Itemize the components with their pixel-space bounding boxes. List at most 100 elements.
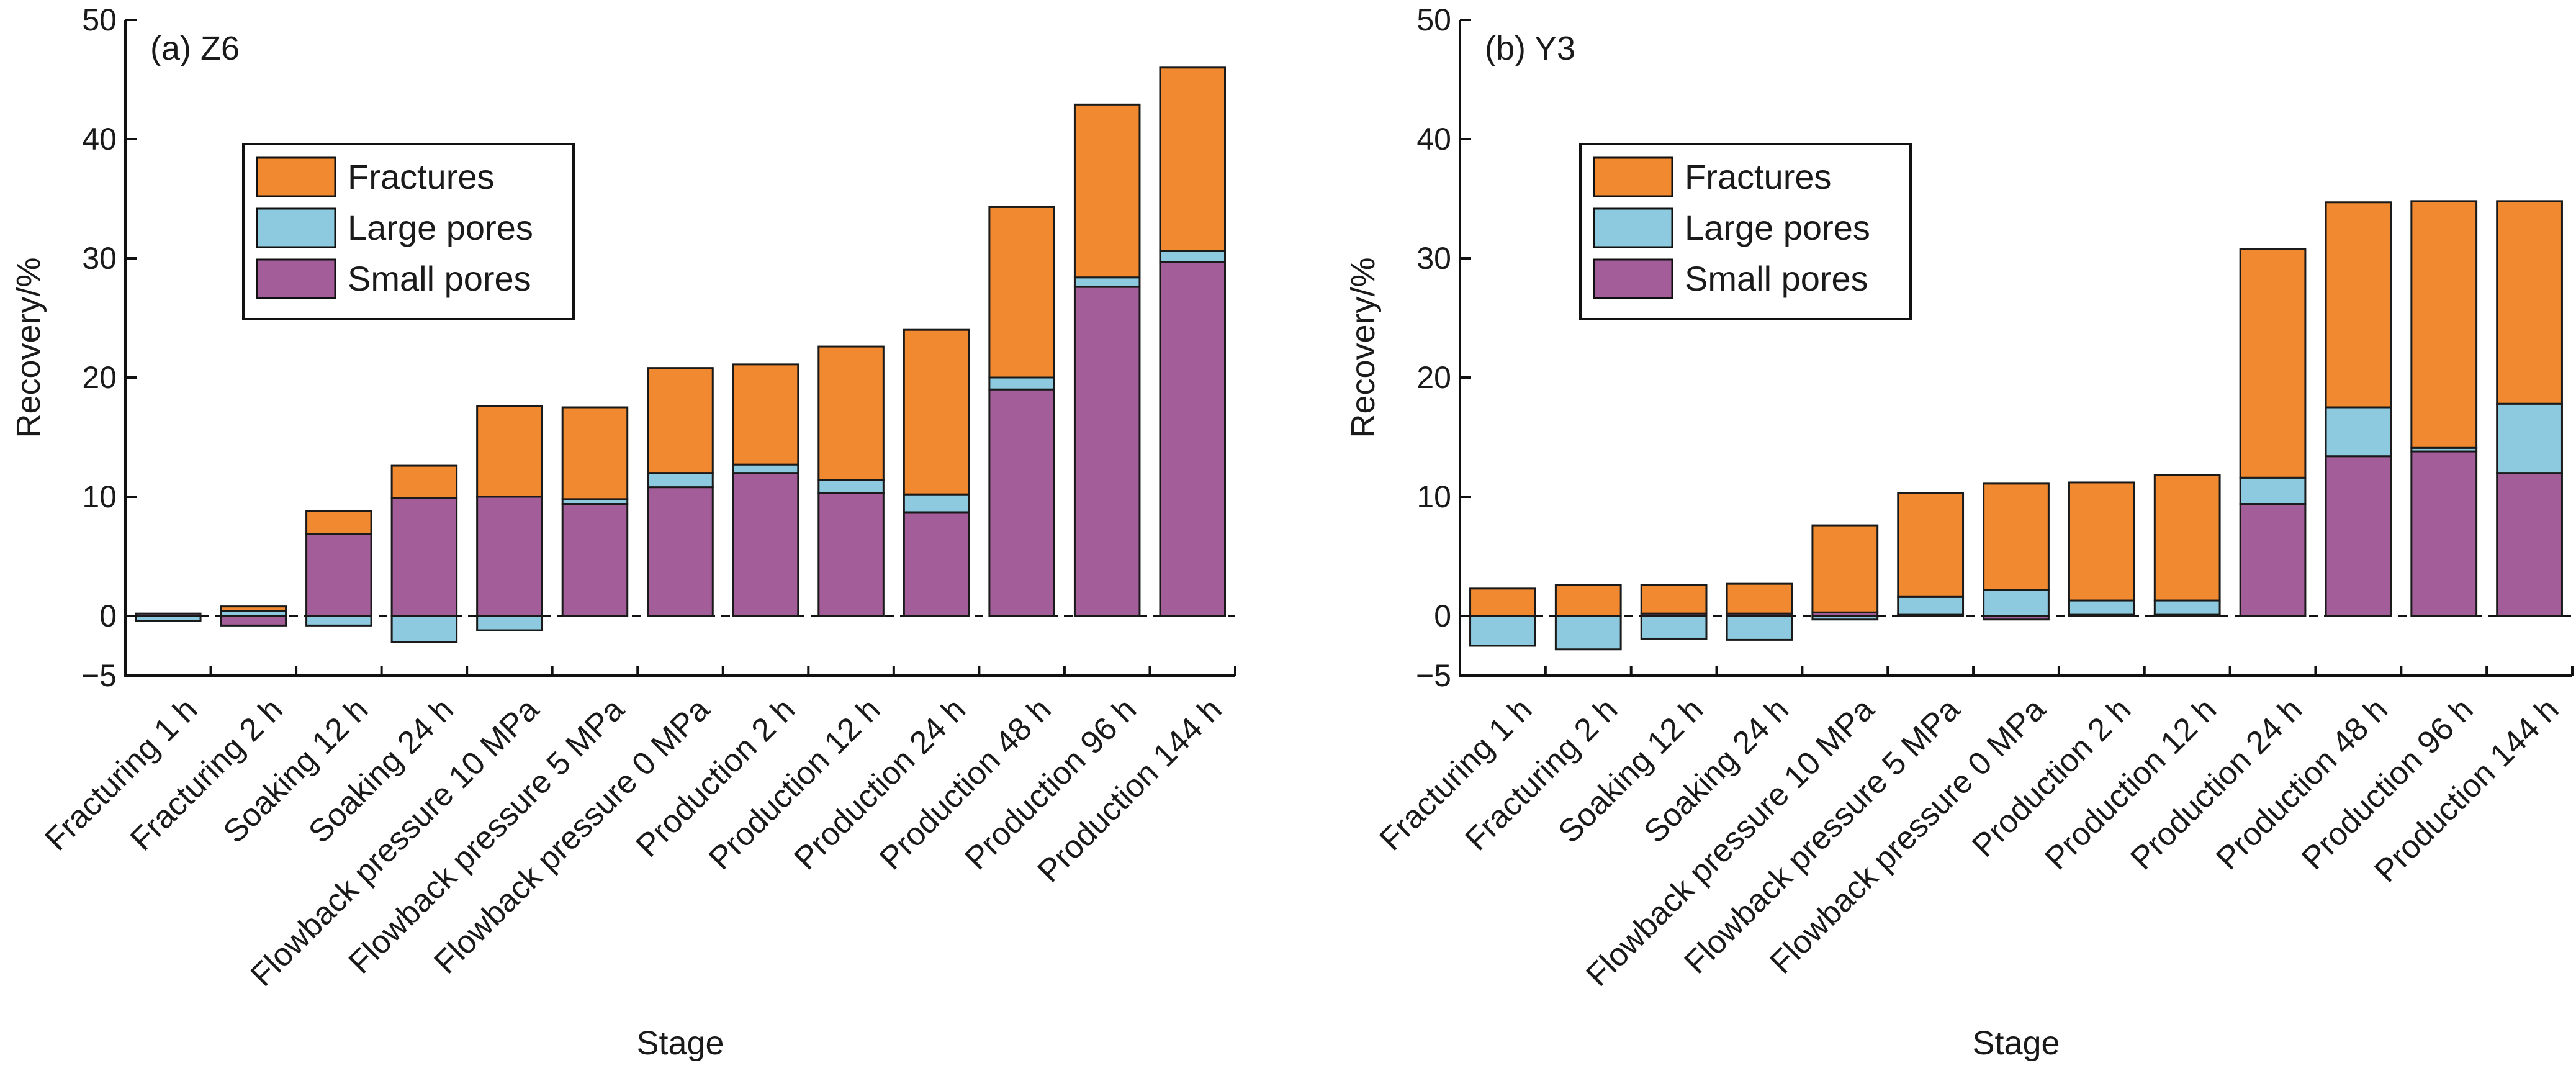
legend-swatch-small-pores (256, 258, 336, 299)
bar-fractures-production-96-h (2410, 200, 2478, 449)
bar-small-pores-soaking-24-h (390, 497, 458, 617)
legend-label-small-pores: Small pores (348, 259, 531, 298)
bar-fractures-fracturing-2-h (1554, 584, 1622, 617)
x-tick-label: Fracturing 2 h (1458, 691, 1624, 858)
bar-large-pores-flowback-pressure-0-mpa (1983, 589, 2050, 617)
legend: Fractures Large pores Small pores (242, 143, 575, 320)
bar-large-pores-soaking-12-h (1640, 615, 1708, 640)
x-tick-label: Fracturing 1 h (1373, 691, 1539, 858)
bar-large-pores-production-96-h (1073, 276, 1141, 288)
y-tick-label: −5 (1416, 658, 1451, 693)
bar-fractures-fracturing-2-h (220, 605, 287, 612)
panel-title: (b) Y3 (1485, 30, 1575, 67)
bar-large-pores-production-48-h (988, 376, 1055, 391)
x-tick-label: Fracturing 2 h (124, 691, 290, 858)
bar-large-pores-production-2-h (732, 463, 799, 474)
bar-small-pores-production-96-h (2410, 450, 2478, 617)
bar-large-pores-flowback-pressure-5-mpa (1897, 595, 1965, 616)
legend-label-fractures: Fractures (1685, 157, 1832, 196)
bar-large-pores-production-12-h (817, 479, 885, 494)
x-tick-label: Fracturing 1 h (38, 691, 204, 858)
bar-large-pores-production-12-h (2153, 599, 2221, 616)
bar-fractures-flowback-pressure-10-mpa (476, 405, 543, 498)
bar-large-pores-soaking-24-h (1726, 615, 1793, 641)
legend-label-large-pores: Large pores (1685, 208, 1870, 247)
bar-large-pores-production-24-h (2239, 476, 2307, 505)
y-tick-label: 30 (1416, 241, 1451, 276)
x-axis-title: Stage (1972, 1025, 2060, 1062)
bar-small-pores-production-24-h (903, 511, 970, 617)
bar-fractures-production-144-h (1159, 66, 1226, 252)
bar-fractures-flowback-pressure-5-mpa (1897, 492, 1965, 598)
legend-swatch-small-pores (1593, 258, 1673, 299)
bar-large-pores-soaking-24-h (390, 615, 458, 643)
bar-fractures-soaking-12-h (1640, 584, 1708, 615)
bar-large-pores-fracturing-1-h (135, 615, 202, 622)
legend-label-fractures: Fractures (348, 157, 495, 196)
bar-small-pores-production-96-h (1073, 286, 1141, 617)
bar-small-pores-production-144-h (2496, 472, 2563, 617)
y-tick-label: 40 (82, 122, 117, 156)
bar-large-pores-flowback-pressure-10-mpa (476, 615, 543, 631)
bar-fractures-production-48-h (988, 206, 1055, 379)
bar-large-pores-flowback-pressure-10-mpa (1811, 615, 1879, 621)
bar-large-pores-flowback-pressure-0-mpa (647, 472, 714, 489)
y-tick-label: 30 (82, 241, 117, 276)
y-axis-title: Recovery/% (10, 257, 47, 438)
legend-swatch-large-pores (256, 207, 336, 248)
legend-swatch-large-pores (1593, 207, 1673, 248)
bar-small-pores-production-24-h (2239, 503, 2307, 617)
bar-large-pores-production-24-h (903, 493, 970, 514)
y-tick-label: −5 (81, 658, 117, 693)
bar-fractures-flowback-pressure-0-mpa (1983, 482, 2050, 591)
bar-large-pores-fracturing-1-h (1469, 615, 1536, 647)
bar-fractures-production-24-h (2239, 248, 2307, 479)
x-axis-title: Stage (636, 1025, 724, 1062)
bar-large-pores-soaking-12-h (305, 615, 372, 627)
y-tick-label: 20 (1416, 360, 1451, 395)
bar-fractures-soaking-12-h (305, 510, 372, 535)
bar-fractures-production-48-h (2325, 201, 2392, 409)
y-tick-label: 0 (1434, 599, 1451, 633)
legend-swatch-fractures (1593, 156, 1673, 197)
y-tick-label: 50 (82, 2, 117, 37)
bar-fractures-fracturing-1-h (1469, 587, 1536, 617)
bar-small-pores-production-48-h (988, 388, 1055, 617)
bar-large-pores-fracturing-2-h (1554, 615, 1622, 651)
bar-small-pores-flowback-pressure-5-mpa (561, 503, 629, 617)
y-tick-label: 10 (1416, 479, 1451, 514)
legend-label-small-pores: Small pores (1685, 259, 1868, 298)
bar-fractures-production-2-h (732, 363, 799, 466)
bar-fractures-production-12-h (817, 345, 885, 481)
bar-small-pores-fracturing-2-h (220, 615, 287, 627)
bar-fractures-production-144-h (2496, 200, 2563, 405)
bar-small-pores-flowback-pressure-10-mpa (476, 496, 543, 617)
bar-fractures-flowback-pressure-5-mpa (561, 406, 629, 500)
y-axis-title: Recovery/% (1344, 257, 1382, 438)
bar-small-pores-production-2-h (732, 472, 799, 617)
bar-fractures-production-96-h (1073, 103, 1141, 279)
y-tick-label: 20 (82, 360, 117, 395)
bar-fractures-production-12-h (2153, 474, 2221, 602)
bar-fractures-soaking-24-h (390, 464, 458, 499)
bar-fractures-production-24-h (903, 328, 970, 496)
bar-large-pores-production-144-h (1159, 250, 1226, 263)
y-tick-label: 0 (99, 599, 117, 633)
panel-title: (a) Z6 (150, 30, 240, 67)
bar-large-pores-production-144-h (2496, 402, 2563, 474)
y-tick-label: 50 (1416, 2, 1451, 37)
bar-large-pores-production-48-h (2325, 406, 2392, 458)
bar-fractures-soaking-24-h (1726, 582, 1793, 615)
bar-small-pores-flowback-pressure-0-mpa (647, 486, 714, 617)
legend-label-large-pores: Large pores (348, 208, 533, 247)
bar-small-pores-production-144-h (1159, 261, 1226, 617)
y-tick-label: 10 (82, 479, 117, 514)
bar-small-pores-production-48-h (2325, 455, 2392, 617)
legend-swatch-fractures (256, 156, 336, 197)
bar-small-pores-soaking-12-h (305, 533, 372, 617)
bar-large-pores-production-2-h (2068, 599, 2135, 616)
legend: Fractures Large pores Small pores (1579, 143, 1912, 320)
